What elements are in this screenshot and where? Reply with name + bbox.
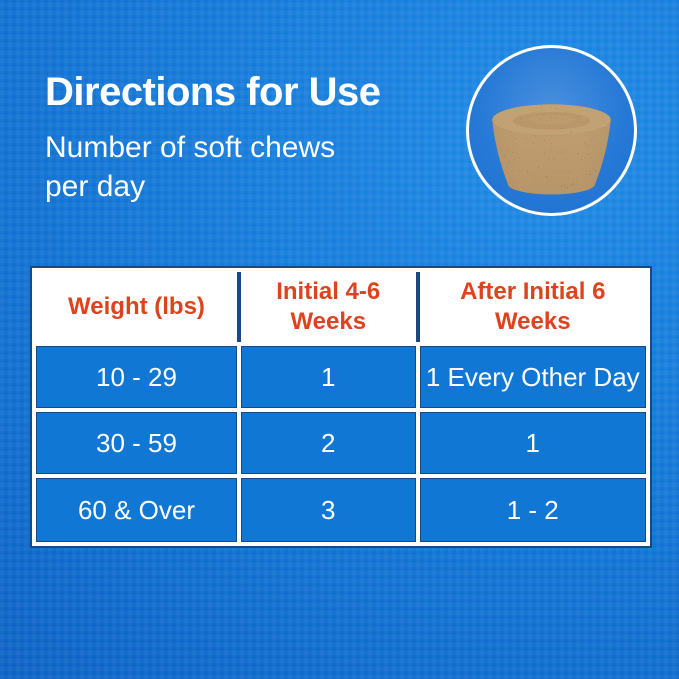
column-header-after: After Initial 6 Weeks xyxy=(419,272,646,342)
table-cell: 60 & Over xyxy=(36,478,237,542)
dosage-table: Weight (lbs) Initial 4-6 Weeks After Ini… xyxy=(30,266,652,548)
table-cell: 2 xyxy=(240,412,416,474)
chew-badge xyxy=(466,45,637,216)
table-row: 30 - 59 2 1 xyxy=(36,412,646,474)
table-cell: 1 - 2 xyxy=(419,478,646,542)
soft-chew-image xyxy=(492,104,611,195)
table-cell: 1 Every Other Day xyxy=(419,346,646,408)
page-title: Directions for Use xyxy=(45,70,381,114)
table-cell: 30 - 59 xyxy=(36,412,237,474)
page-subtitle: Number of soft chews per day xyxy=(45,128,335,206)
subtitle-line-2: per day xyxy=(45,170,146,203)
table-row: 10 - 29 1 1 Every Other Day xyxy=(36,346,646,408)
table-header-row: Weight (lbs) Initial 4-6 Weeks After Ini… xyxy=(36,272,646,342)
table-cell: 10 - 29 xyxy=(36,346,237,408)
table-row: 60 & Over 3 1 - 2 xyxy=(36,478,646,542)
column-header-weight: Weight (lbs) xyxy=(36,272,237,342)
column-header-initial: Initial 4-6 Weeks xyxy=(240,272,416,342)
table-cell: 1 xyxy=(419,412,646,474)
table-cell: 3 xyxy=(240,478,416,542)
subtitle-line-1: Number of soft chews xyxy=(45,131,336,164)
table-cell: 1 xyxy=(240,346,416,408)
